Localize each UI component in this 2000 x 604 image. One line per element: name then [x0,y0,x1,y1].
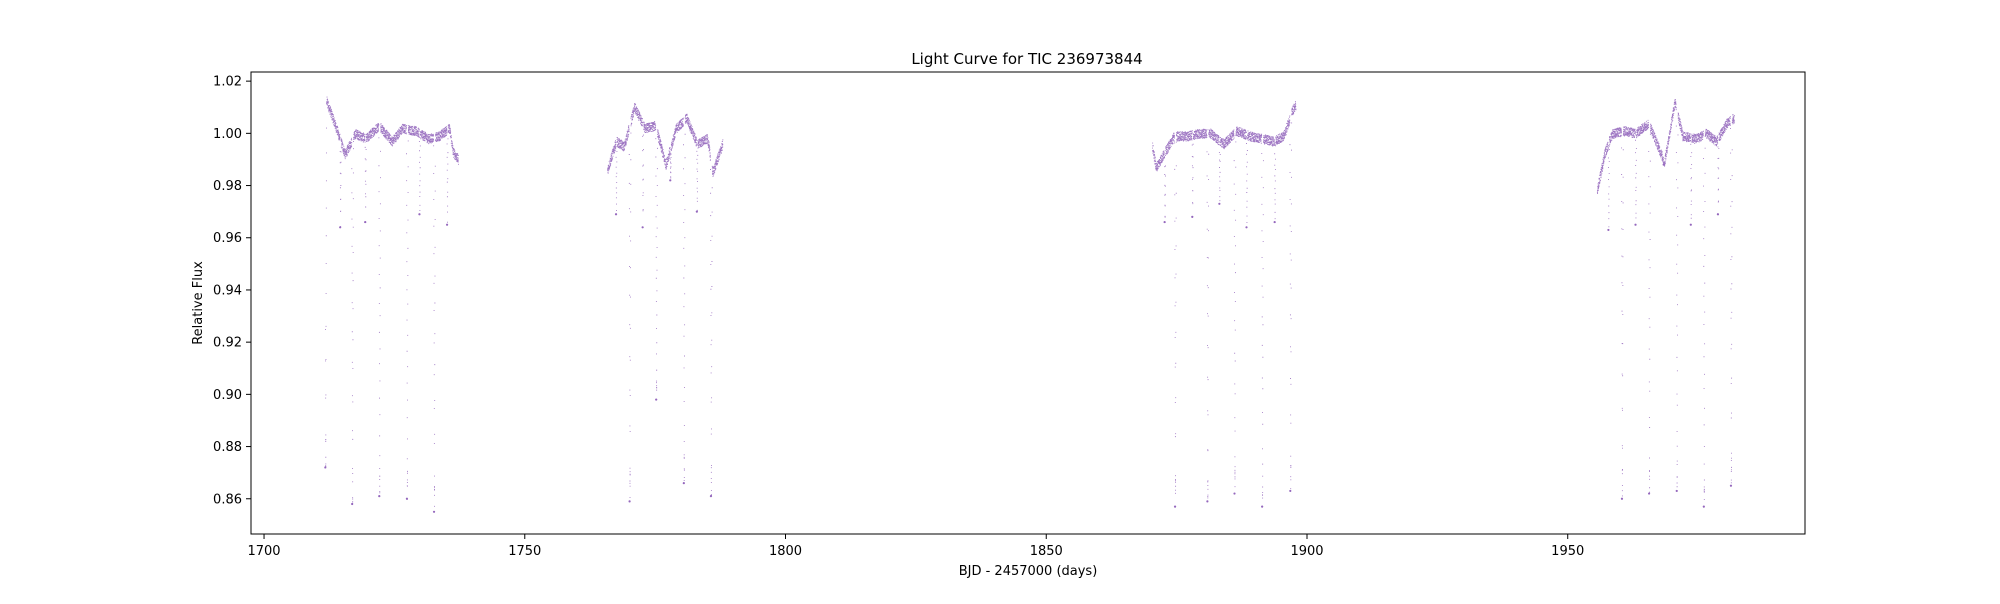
secondary-eclipse-point [669,179,672,182]
secondary-eclipse-point [1662,163,1665,166]
secondary-eclipse-point [1716,213,1720,216]
x-axis-label: BJD - 2457000 (days) [959,564,1098,579]
transit-minimum-point [1647,492,1651,495]
light-curve-segment-3 [1152,101,1297,508]
secondary-eclipse-point [695,210,698,213]
transit-minimum-point [682,482,685,485]
plot-frame [250,71,1806,535]
secondary-eclipse-point [1689,223,1692,226]
secondary-eclipse-point [418,213,421,216]
chart-title: Light Curve for TIC 236973844 [911,50,1142,68]
light-curve-segment-2 [607,103,724,503]
transit-minimum-point [324,466,327,469]
x-tick-label: 1900 [1290,544,1323,559]
transit-minimum-point [1289,489,1292,493]
data-points-layer [324,96,1735,513]
transit-minimum-point [1702,505,1705,508]
transit-minimum-point [432,510,436,513]
secondary-eclipse-point [1191,215,1194,218]
secondary-eclipse-point [339,226,342,229]
y-tick-label: 0.98 [213,179,242,194]
transit-minimum-point [1620,497,1624,500]
secondary-eclipse-point [364,220,367,224]
transit-minimum-point [1675,489,1678,493]
secondary-eclipse-point [445,223,449,226]
x-tick-label: 1950 [1551,544,1584,559]
transit-minimum-point [1261,505,1264,508]
secondary-eclipse-point [1163,220,1166,224]
secondary-eclipse-point [1218,202,1221,205]
flux-points [1596,99,1735,500]
x-tick-label: 1850 [1030,544,1063,559]
y-tick-label: 1.00 [213,127,242,142]
y-tick-label: 0.96 [213,231,242,246]
secondary-eclipse-point [641,226,644,229]
transit-minimum-point [1233,492,1236,495]
x-tick-label: 1750 [508,544,541,559]
flux-points [607,103,724,498]
transit-minimum-point [351,502,354,506]
transit-minimum-point [1206,500,1209,503]
y-tick-label: 0.90 [213,388,242,403]
light-curve-segment-4 [1596,99,1735,508]
secondary-eclipse-point [1273,220,1276,224]
transit-minimum-point [655,398,658,401]
secondary-eclipse-point [1245,226,1248,229]
transit-minimum-point [628,500,631,503]
y-tick-label: 0.88 [213,440,242,455]
secondary-eclipse-point [1607,228,1610,232]
x-tick-label: 1800 [769,544,802,559]
transit-minimum-point [378,495,381,498]
y-tick-label: 0.92 [213,336,242,351]
secondary-eclipse-point [614,213,618,216]
flux-points [325,96,459,507]
transit-minimum-point [709,495,713,498]
transit-minimum-point [1729,484,1733,487]
x-tick-label: 1700 [247,544,280,559]
y-axis-label: Relative Flux [191,261,206,345]
axis-ticks-layer: 1700 1750 1800 1850 1900 1950 0.86 0.88 0.90 0.92… [213,75,1584,559]
flux-points [1152,101,1297,507]
light-curve-segment-1 [324,96,459,513]
transit-minimum-point [405,497,409,500]
y-tick-label: 0.94 [213,283,242,298]
y-tick-label: 1.02 [213,75,242,90]
transit-minimum-point [1173,505,1177,508]
y-tick-label: 0.86 [213,492,242,507]
secondary-eclipse-point [1634,223,1637,226]
